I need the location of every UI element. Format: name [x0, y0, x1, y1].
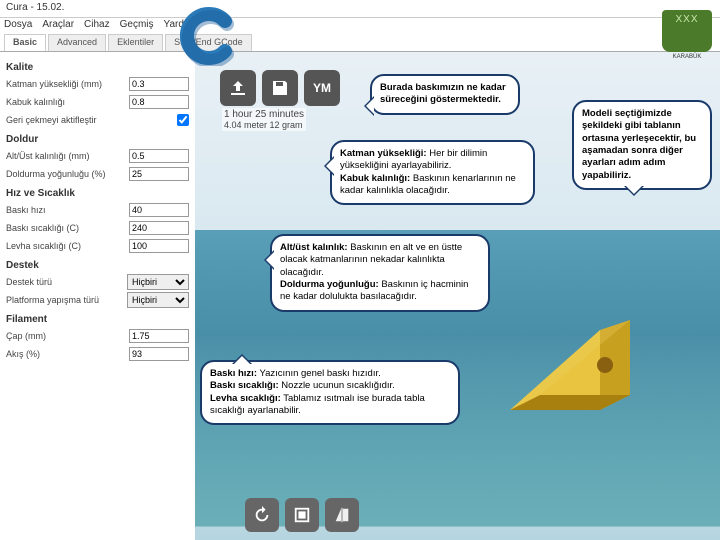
model-wedge[interactable] [500, 310, 640, 420]
row-cap: Çap (mm) [6, 328, 189, 344]
label-layer-height: Katman yüksekliği (mm) [6, 79, 129, 89]
rotate-button[interactable] [245, 498, 279, 532]
label-yogun: Doldurma yoğunluğu (%) [6, 169, 129, 179]
print-duration: 1 hour 25 minutes [224, 109, 304, 120]
university-logo: KARABÜK [662, 10, 712, 70]
menu-device[interactable]: Cihaz [84, 19, 110, 33]
label-retract: Geri çekmeyi aktifleştir [6, 115, 177, 125]
mirror-button[interactable] [325, 498, 359, 532]
row-yogun: Doldurma yoğunluğu (%) [6, 166, 189, 182]
row-platform: Platforma yapışma türü Hiçbiri [6, 292, 189, 308]
label-destek-tur: Destek türü [6, 277, 127, 287]
cura-logo-icon [180, 6, 240, 66]
window-title: Cura - 15.02. [6, 2, 64, 13]
menubar: Dosya Araçlar Cihaz Geçmiş Yardım [0, 18, 720, 34]
row-shell: Kabuk kalınlığı [6, 94, 189, 110]
ym-button[interactable]: YM [304, 70, 340, 106]
input-yogun[interactable] [129, 167, 189, 181]
select-destek-tur[interactable]: Hiçbiri [127, 274, 189, 290]
tabbar: Basic Advanced Eklentiler Start/End GCod… [0, 34, 720, 52]
label-baski-sicak: Baskı sıcaklığı (C) [6, 223, 129, 233]
label-altust: Alt/Üst kalınlığı (mm) [6, 151, 129, 161]
input-akis[interactable] [129, 347, 189, 361]
tab-plugins[interactable]: Eklentiler [108, 34, 163, 51]
callout-layer-shell: Katman yüksekliği: Her bir dilimin yükse… [330, 140, 535, 205]
save-button[interactable] [262, 70, 298, 106]
section-doldur: Doldur [6, 134, 189, 145]
menu-history[interactable]: Geçmiş [120, 19, 154, 33]
input-baski-hiz[interactable] [129, 203, 189, 217]
row-destek-tur: Destek türü Hiçbiri [6, 274, 189, 290]
label-cap: Çap (mm) [6, 331, 129, 341]
menu-file[interactable]: Dosya [4, 19, 32, 33]
section-hiz: Hız ve Sıcaklık [6, 188, 189, 199]
section-destek: Destek [6, 260, 189, 271]
row-baski-sicak: Baskı sıcaklığı (C) [6, 220, 189, 236]
label-baski-hiz: Baskı hızı [6, 205, 129, 215]
window-titlebar: Cura - 15.02. [0, 0, 720, 18]
tab-basic[interactable]: Basic [4, 34, 46, 51]
settings-sidebar: Kalite Katman yüksekliği (mm) Kabuk kalı… [0, 52, 195, 540]
input-shell[interactable] [129, 95, 189, 109]
menu-tools[interactable]: Araçlar [42, 19, 74, 33]
callout-time: Burada baskımızın ne kadar süreceğini gö… [370, 74, 520, 115]
row-layer-height: Katman yüksekliği (mm) [6, 76, 189, 92]
input-altust[interactable] [129, 149, 189, 163]
label-akis: Akış (%) [6, 349, 129, 359]
bottom-toolbar [245, 498, 359, 532]
row-retract: Geri çekmeyi aktifleştir [6, 112, 189, 128]
input-levha-sicak[interactable] [129, 239, 189, 253]
scale-button[interactable] [285, 498, 319, 532]
print-material: 4.04 meter 12 gram [224, 120, 304, 130]
input-cap[interactable] [129, 329, 189, 343]
checkbox-retract[interactable] [177, 114, 189, 126]
row-baski-hiz: Baskı hızı [6, 202, 189, 218]
label-platform: Platforma yapışma türü [6, 295, 127, 305]
row-levha-sicak: Levha sıcaklığı (C) [6, 238, 189, 254]
section-filament: Filament [6, 314, 189, 325]
label-levha-sicak: Levha sıcaklığı (C) [6, 241, 129, 251]
load-model-button[interactable] [220, 70, 256, 106]
callout-speed-temp: Baskı hızı: Yazıcının genel baskı hızıdı… [200, 360, 460, 425]
callout-fill: Alt/üst kalınlık: Baskının en alt ve en … [270, 234, 490, 312]
row-altust: Alt/Üst kalınlığı (mm) [6, 148, 189, 164]
print-time-info: 1 hour 25 minutes 4.04 meter 12 gram [222, 108, 306, 131]
row-akis: Akış (%) [6, 346, 189, 362]
section-kalite: Kalite [6, 62, 189, 73]
label-shell: Kabuk kalınlığı [6, 97, 129, 107]
input-layer-height[interactable] [129, 77, 189, 91]
select-platform[interactable]: Hiçbiri [127, 292, 189, 308]
callout-model-placed: Modeli seçtiğimizde şekildeki gibi tabla… [572, 100, 712, 190]
tab-advanced[interactable]: Advanced [48, 34, 106, 51]
input-baski-sicak[interactable] [129, 221, 189, 235]
top-toolbar: YM [220, 70, 340, 106]
